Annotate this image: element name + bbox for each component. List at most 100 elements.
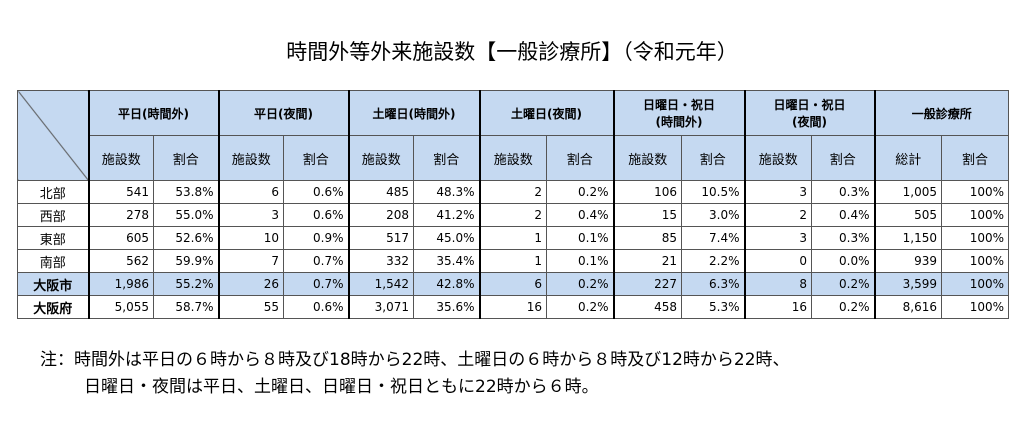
cell: 0.2% (546, 295, 614, 319)
subheader: 施設数 (217, 135, 284, 181)
cell: 458 (612, 295, 682, 319)
cell: 505 (873, 203, 942, 227)
subheader: 施設数 (87, 135, 154, 181)
cell: 208 (347, 203, 414, 227)
cell: 939 (873, 249, 942, 273)
cell: 3,071 (347, 295, 414, 319)
subheader: 割合 (153, 135, 219, 181)
subheader: 施設数 (612, 135, 682, 181)
cell: 3.0% (681, 203, 745, 227)
cell: 485 (347, 180, 414, 204)
row-label: 東部 (17, 226, 89, 250)
cell: 2.2% (681, 249, 745, 273)
cell: 0.6% (283, 203, 349, 227)
cell: 1 (478, 226, 547, 250)
cell: 10 (217, 226, 284, 250)
group-header-text: (時間外) (655, 115, 703, 129)
cell: 3 (743, 180, 812, 204)
group-header-text: 日曜日・祝日 (773, 98, 846, 112)
group-header-text: 日曜日・祝日 (642, 98, 715, 112)
data-row: 西部 278 55.0% 3 0.6% 208 41.2% 2 0.4% 15 3.0% 2 0.4% 5… (17, 203, 1009, 227)
cell: 541 (87, 180, 154, 204)
cell: 0.7% (283, 249, 349, 273)
cell: 3 (217, 203, 284, 227)
cell: 100% (941, 295, 1009, 319)
group-header: 平日(夜間) (217, 90, 349, 136)
cell: 332 (347, 249, 414, 273)
cell: 2 (478, 180, 547, 204)
row-label: 大阪府 (17, 295, 89, 319)
cell: 21 (612, 249, 682, 273)
cell: 5,055 (87, 295, 154, 319)
cell: 1,986 (87, 272, 154, 296)
group-header-text: 土曜日(時間外) (372, 106, 456, 121)
cell: 35.6% (413, 295, 480, 319)
cell: 8 (743, 272, 812, 296)
group-header: 日曜日・祝日 (時間外) (612, 90, 745, 136)
corner (17, 90, 89, 181)
cell: 1,542 (347, 272, 414, 296)
cell: 55.0% (153, 203, 219, 227)
cell: 2 (743, 203, 812, 227)
cell: 16 (743, 295, 812, 319)
cell: 100% (941, 203, 1009, 227)
subheader: 割合 (681, 135, 745, 181)
group-header-text: 土曜日(夜間) (511, 106, 582, 121)
cell: 1,005 (873, 180, 942, 204)
group-header: 一般診療所 (873, 90, 1009, 136)
cell: 227 (612, 272, 682, 296)
subheader: 割合 (811, 135, 875, 181)
cell: 5.3% (681, 295, 745, 319)
cell: 100% (941, 226, 1009, 250)
group-header: 土曜日(夜間) (478, 90, 614, 136)
cell: 35.4% (413, 249, 480, 273)
cell: 100% (941, 180, 1009, 204)
cell: 7 (217, 249, 284, 273)
group-header: 日曜日・祝日 (夜間) (743, 90, 875, 136)
group-header-text: 平日(時間外) (118, 106, 189, 121)
group-header-text: 平日(夜間) (254, 106, 313, 121)
cell: 0.2% (546, 180, 614, 204)
cell: 3,599 (873, 272, 942, 296)
cell: 0.1% (546, 249, 614, 273)
note: 日曜日・夜間は平日、土曜日、日曜日・祝日ともに22時から６時。 (84, 377, 599, 397)
cell: 2 (478, 203, 547, 227)
header-row: 平日(時間外) 平日(夜間) 土曜日(時間外) 土曜日(夜間) 日曜日・祝日 (時間外) 日… (17, 90, 1009, 181)
cell: 0.6% (283, 180, 349, 204)
subheader: 割合 (941, 135, 1009, 181)
cell: 0.7% (283, 272, 349, 296)
cell: 7.4% (681, 226, 745, 250)
group-header-text: (夜間) (792, 115, 827, 129)
note: 注：時間外は平日の６時から８時及び18時から22時、土曜日の６時から８時及び12… (40, 350, 790, 370)
cell: 10.5% (681, 180, 745, 204)
cell: 52.6% (153, 226, 219, 250)
row-label: 南部 (17, 249, 89, 273)
title: 時間外等外来施設数【一般診療所】（令和元年） (286, 40, 738, 64)
subheader: 施設数 (743, 135, 812, 181)
table: 平日(時間外) 平日(夜間) 土曜日(時間外) 土曜日(夜間) 日曜日・祝日 (時間外) 日… (17, 90, 1009, 319)
data-row: 北部 541 53.8% 6 0.6% 485 48.3% 2 0.2% 106 10.5% 3 0.3… (17, 180, 1009, 204)
cell: 0.4% (811, 203, 875, 227)
row-label: 大阪市 (17, 272, 89, 296)
cell: 8,616 (873, 295, 942, 319)
cell: 605 (87, 226, 154, 250)
subheader: 割合 (546, 135, 614, 181)
cell: 0.3% (811, 180, 875, 204)
cell: 278 (87, 203, 154, 227)
row-label: 西部 (17, 203, 89, 227)
group-header: 土曜日(時間外) (347, 90, 480, 136)
cell: 55.2% (153, 272, 219, 296)
subheader: 施設数 (478, 135, 547, 181)
cell: 45.0% (413, 226, 480, 250)
cell: 3 (743, 226, 812, 250)
data-row: 東部 605 52.6% 10 0.9% 517 45.0% 1 0.1% 85 7.4% 3 0.3%… (17, 226, 1009, 250)
cell: 6 (478, 272, 547, 296)
cell: 55 (217, 295, 284, 319)
cell: 0.2% (811, 272, 875, 296)
cell: 0.3% (811, 226, 875, 250)
cell: 42.8% (413, 272, 480, 296)
cell: 0.2% (811, 295, 875, 319)
cell: 26 (217, 272, 284, 296)
cell: 1,150 (873, 226, 942, 250)
